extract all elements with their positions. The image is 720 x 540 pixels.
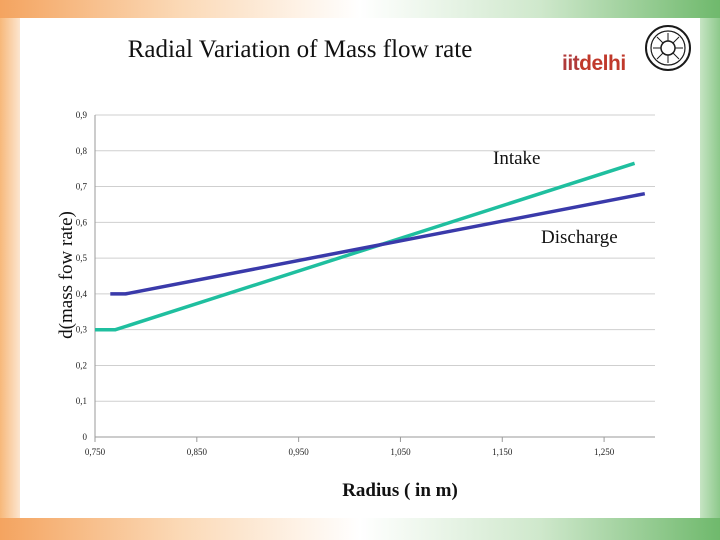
frame-top-band — [0, 0, 720, 18]
y-tick-label: 0,8 — [76, 146, 88, 156]
y-axis-title: d(mass fow rate) — [56, 211, 77, 339]
x-tick-label: 0,950 — [289, 447, 310, 457]
y-tick-label: 0,2 — [76, 360, 87, 370]
frame-bottom-band — [0, 518, 720, 540]
x-tick-label: 1,150 — [492, 447, 513, 457]
y-tick-label: 0,6 — [76, 217, 88, 227]
institute-emblem-icon — [645, 25, 691, 71]
iitd-logo-text: iitdelhi — [562, 52, 626, 75]
series-label-discharge: Discharge — [541, 227, 618, 248]
y-tick-label: 0,5 — [76, 253, 88, 263]
series-label-intake: Intake — [493, 148, 540, 169]
y-tick-label: 0 — [83, 432, 88, 442]
y-tick-label: 0,1 — [76, 396, 87, 406]
y-tick-label: 0,9 — [76, 110, 88, 120]
y-tick-label: 0,3 — [76, 325, 88, 335]
x-tick-label: 1,050 — [390, 447, 411, 457]
slide-canvas — [20, 18, 700, 518]
x-axis-title: Radius ( in m) — [342, 480, 458, 501]
y-tick-label: 0,7 — [76, 182, 88, 192]
x-tick-label: 0,750 — [85, 447, 106, 457]
series-line-intake — [95, 161, 636, 332]
x-tick-label: 1,250 — [594, 447, 615, 457]
slide-title: Radial Variation of Mass flow rate — [127, 36, 473, 63]
y-tick-label: 0,4 — [76, 289, 88, 299]
series-line-discharge — [110, 191, 646, 296]
x-tick-label: 0,850 — [187, 447, 208, 457]
